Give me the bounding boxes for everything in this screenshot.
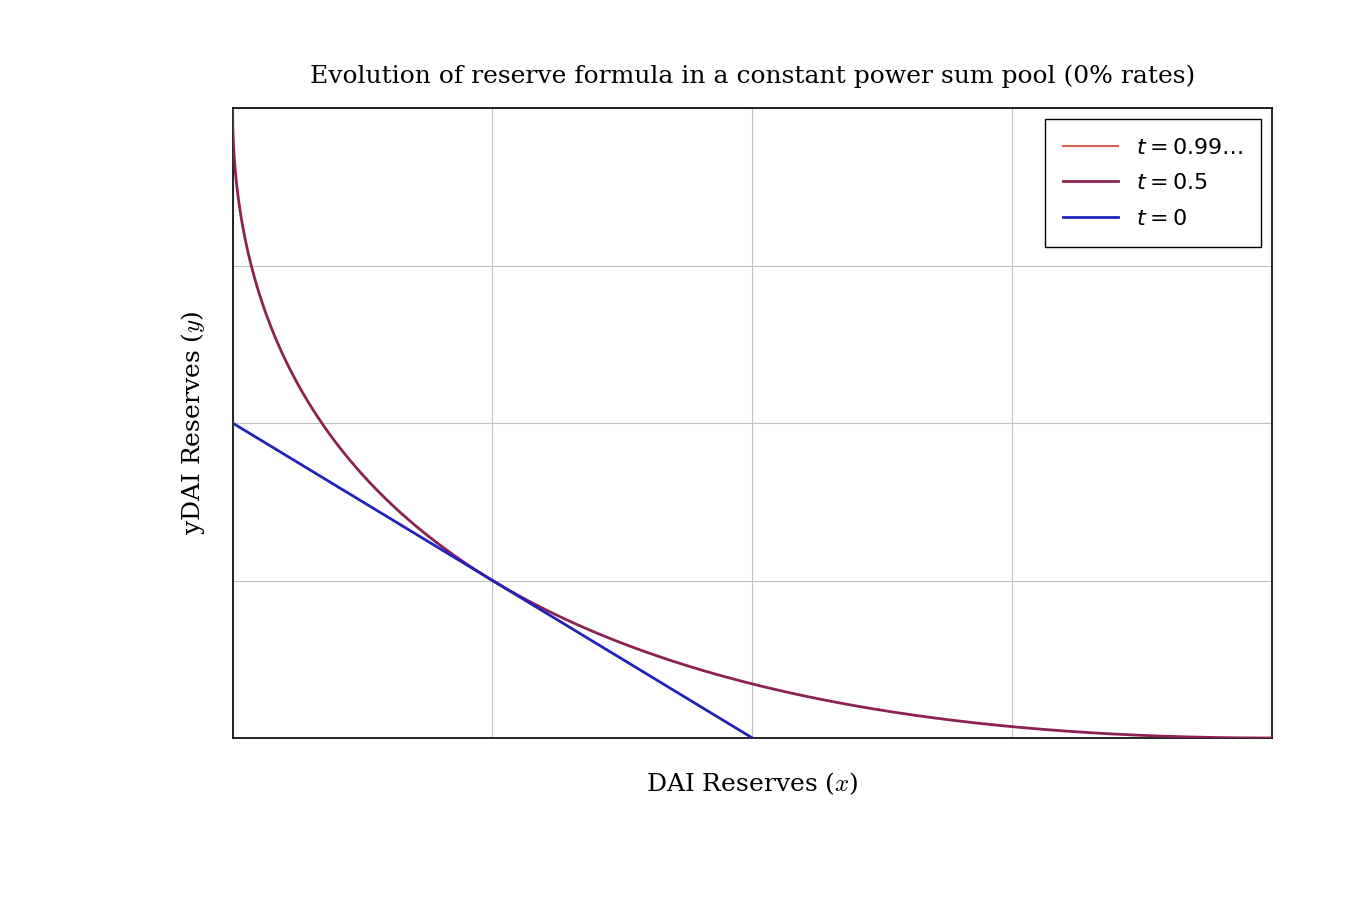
$t = 0.5$ xyxy=(1264,733,1280,743)
$t = 0.5$ xyxy=(343,456,360,467)
$t = 0$ xyxy=(581,634,598,644)
Title: Evolution of reserve formula in a constant power sum pool (0% rates): Evolution of reserve formula in a consta… xyxy=(309,65,1196,88)
$t = 0.5$ xyxy=(405,518,421,529)
$t = 0.5$ xyxy=(1131,730,1148,741)
$t = 0$ xyxy=(639,669,655,680)
$t = 0.5$ xyxy=(622,642,639,652)
Line: $t = 0.5$: $t = 0.5$ xyxy=(233,109,1272,738)
Legend: $t = 0.99\ldots$, $t = 0.5$, $t = 0$: $t = 0.99\ldots$, $t = 0.5$, $t = 0$ xyxy=(1045,119,1261,248)
$t = 0.5$ xyxy=(668,657,684,668)
$t = 0$ xyxy=(629,663,646,674)
$t = 0.5$ xyxy=(1244,733,1260,743)
$t = 0$ xyxy=(435,545,451,556)
$t = 0$ xyxy=(453,556,469,567)
Y-axis label: yDAI Reserves ($y$): yDAI Reserves ($y$) xyxy=(179,310,207,536)
$t = 0$ xyxy=(278,450,294,461)
$t = 0$ xyxy=(224,418,241,428)
$t = 0.5$ xyxy=(224,104,241,114)
$t = 0$ xyxy=(744,733,761,743)
Line: $t = 0$: $t = 0$ xyxy=(233,423,752,738)
X-axis label: DAI Reserves ($x$): DAI Reserves ($x$) xyxy=(646,770,859,797)
